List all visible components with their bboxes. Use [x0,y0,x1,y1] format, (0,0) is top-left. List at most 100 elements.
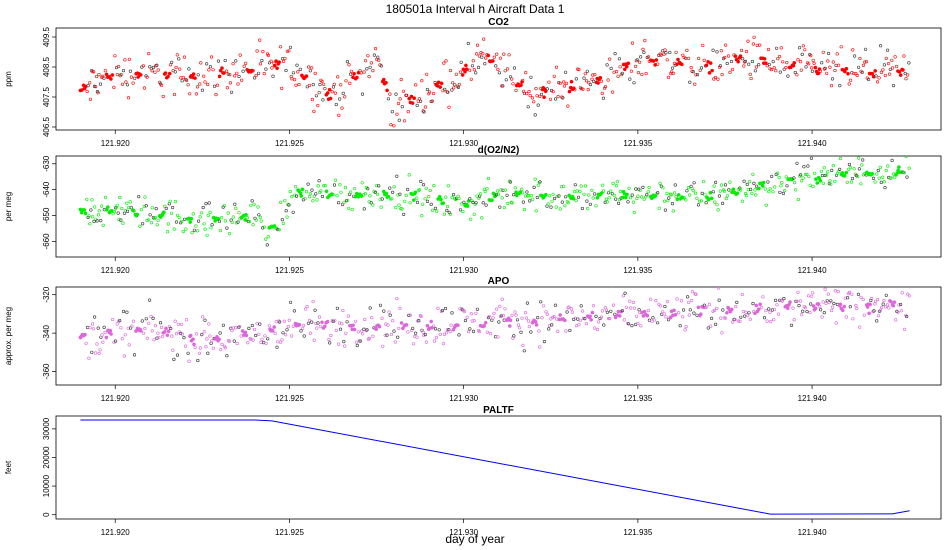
data-point [698,68,702,72]
data-point [255,49,259,53]
data-point [709,316,714,321]
data-point [206,213,210,217]
data-point [485,187,489,191]
data-point [580,206,585,211]
data-point [739,48,744,53]
data-point [257,71,261,75]
data-point [358,339,362,343]
data-point [723,43,728,47]
data-point [444,59,448,63]
data-point [767,307,771,311]
data-point [857,167,862,171]
data-point [757,186,761,191]
data-point [543,192,548,197]
data-point [717,298,721,302]
data-point [434,336,439,340]
data-point [283,56,287,61]
data-point [525,190,529,194]
data-point [477,54,482,58]
data-point [818,308,823,312]
data-point [408,201,412,205]
data-point [128,200,132,204]
data-point [764,309,768,313]
data-point [100,333,104,337]
x-tick-label: 121.925 [275,394,304,403]
data-point [223,346,227,350]
data-point [242,64,246,68]
data-point [380,316,384,321]
data-point [96,91,100,95]
data-point [475,307,480,311]
data-point [332,183,337,187]
data-point [507,324,512,328]
data-point [690,298,694,303]
data-point [251,338,255,342]
data-point [572,190,577,194]
data-point [91,70,96,74]
data-point [149,315,153,319]
data-point [823,287,827,291]
data-point [510,77,514,81]
data-point [829,182,833,186]
data-point [603,200,607,204]
data-point [855,174,860,179]
data-point [696,56,701,61]
data-point [443,87,447,91]
data-point [838,167,842,171]
data-point [441,342,446,346]
data-point [792,176,796,180]
data-point [352,71,356,76]
data-point [733,318,737,322]
data-point [717,194,722,198]
data-point [414,331,418,335]
data-point [564,195,568,199]
data-point [873,302,877,306]
data-point [788,300,792,304]
data-point [641,47,645,52]
data-point [156,218,160,222]
data-point [448,68,453,73]
data-point [394,92,398,96]
data-point [156,331,160,335]
data-point [741,309,746,314]
data-point [728,180,732,184]
data-point [684,325,688,329]
data-point [355,75,359,80]
data-point [809,302,813,306]
data-point [297,322,302,327]
data-point [496,335,500,339]
data-point [658,181,662,185]
data-point [766,180,770,184]
data-point [564,81,569,85]
data-point [761,295,765,299]
data-point [751,302,755,306]
data-point [408,313,413,317]
data-point [501,314,505,318]
data-point [536,316,540,320]
data-point [83,211,88,216]
data-point [721,308,725,312]
data-point [583,317,587,321]
data-point [386,323,390,327]
data-point [257,213,261,217]
data-point [436,306,440,311]
data-point [200,333,204,337]
data-point [539,300,543,304]
data-point [638,188,642,192]
data-point [328,96,333,101]
data-point [302,334,306,338]
data-point [310,188,314,192]
data-point [873,180,877,184]
data-point [833,289,838,293]
data-point [514,313,518,317]
data-point [578,318,583,322]
data-point [119,72,123,77]
data-point [758,302,762,307]
data-point [389,122,393,127]
data-point [99,219,103,223]
data-point [758,43,762,47]
data-point [347,63,351,67]
data-point [118,195,122,200]
data-point [601,96,606,100]
panel-title: CO2 [488,17,509,28]
